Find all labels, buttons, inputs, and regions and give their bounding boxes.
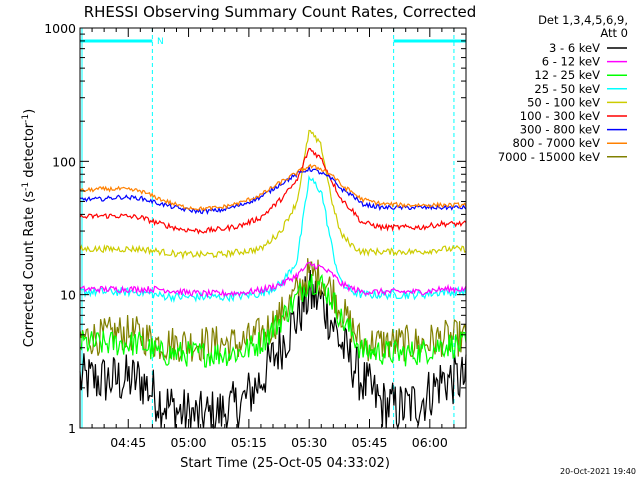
series-25-50kev [79, 174, 467, 304]
series-line [79, 258, 467, 362]
series-line [79, 262, 467, 299]
x-tick-label: 05:00 [171, 435, 207, 450]
legend-label: 100 - 300 keV [520, 109, 600, 123]
x-tick-label: 05:30 [291, 435, 327, 450]
legend-label: 7000 - 15000 keV [498, 150, 600, 164]
legend-label: 12 - 25 keV [534, 68, 600, 82]
series-line [79, 129, 467, 260]
series-800-7000kev [79, 163, 467, 212]
legend-label: 25 - 50 keV [534, 82, 600, 96]
legend-label: 800 - 7000 keV [512, 136, 600, 150]
series-7000-15000kev [79, 258, 467, 362]
legend-label: 300 - 800 keV [520, 123, 600, 137]
series-12-25kev [79, 273, 467, 368]
y-axis-label-sup1: -1 [21, 182, 31, 191]
series-line [79, 273, 467, 368]
series-100-300kev [79, 147, 467, 235]
axes: 1 10 100 1000 04:45 05:00 05:15 05:30 05:45 06:00 [44, 21, 467, 450]
flag-label: N [157, 37, 164, 47]
y-tick-label: 10 [60, 288, 76, 303]
y-axis-label: Corrected Count Rate (s-1 detector-1) [21, 109, 37, 347]
y-axis-label-sup2: -1 [21, 114, 31, 123]
legend-label: 50 - 100 keV [527, 95, 600, 109]
series-line [79, 164, 467, 215]
series-line [79, 174, 467, 304]
series-line [79, 147, 467, 235]
legend-label: 6 - 12 keV [542, 55, 600, 69]
x-tick-label: 04:45 [110, 435, 146, 450]
y-axis-label-mid: detector [22, 122, 37, 182]
y-axis-label-end: ) [22, 109, 37, 114]
series-300-800kev [79, 164, 467, 215]
series-line [79, 269, 467, 431]
timestamp: 20-Oct-2021 19:40 [560, 467, 636, 476]
legend-header-line2: Att 0 [600, 26, 628, 40]
y-tick-label: 1 [68, 421, 76, 436]
y-axis-label-main: Corrected Count Rate (s [22, 191, 37, 348]
y-tick-label: 100 [52, 154, 76, 169]
series-6-12kev [79, 262, 467, 299]
x-tick-label: 05:15 [231, 435, 267, 450]
series-line [79, 163, 467, 212]
plot-area: N [79, 28, 467, 431]
x-tick-label: 05:45 [351, 435, 387, 450]
series-3-6kev [79, 269, 467, 431]
x-tick-label: 06:00 [412, 435, 448, 450]
y-tick-label: 1000 [44, 21, 76, 36]
chart-title: RHESSI Observing Summary Count Rates, Co… [84, 3, 477, 21]
x-axis-label: Start Time (25-Oct-05 04:33:02) [180, 456, 390, 471]
series-50-100kev [79, 129, 467, 260]
legend-label: 3 - 6 keV [549, 41, 600, 55]
legend-header-line1: Det 1,3,4,5,6,9, [538, 13, 628, 27]
